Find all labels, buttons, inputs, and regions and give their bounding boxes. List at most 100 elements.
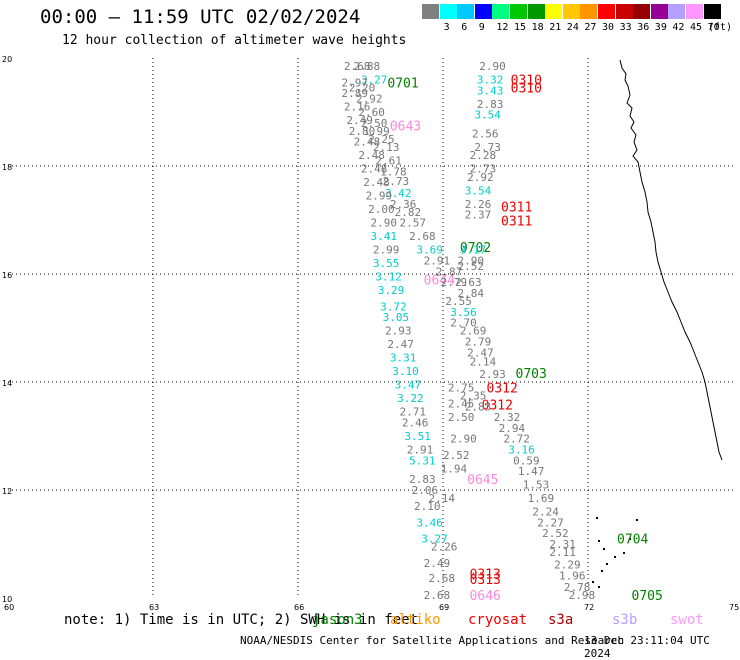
wave-height-reading: 2.14 [429,492,456,505]
scale-label: 18 [531,22,544,33]
credit-line: NOAA/NESDIS Center for Satellite Applica… [240,634,625,647]
wave-height-reading: 3.27 [421,533,448,546]
track-id-label: 0644 [424,273,455,288]
wave-height-reading: 2.89 [342,87,369,100]
wave-height-reading: 3.10 [392,365,419,378]
wave-height-reading: 3.51 [404,430,431,443]
track-id-label: 0313 [470,568,501,583]
wave-height-reading: 2.97 [342,76,369,89]
wave-height-reading: 2.28 [470,149,497,162]
scale-swatch [668,4,686,19]
lon-tick-label: 69 [439,603,449,612]
scale-swatch [439,4,457,19]
wave-height-reading: 3.69 [416,244,443,257]
wave-height-reading: 3.54 [474,109,501,122]
wave-height-reading: 2.10 [414,500,441,513]
wave-height-reading: 2.70 [450,317,477,330]
wave-height-reading: 5.31 [409,454,436,467]
wave-height-reading: 2.26 [431,541,458,554]
wave-height-reading: 3.55 [373,257,400,270]
wave-height-reading: 2.56 [472,128,499,141]
wave-height-reading: 1.47 [518,465,545,478]
coastline [619,59,723,461]
wave-height-reading: 0.59 [513,454,540,467]
wave-height-reading: 3.43 [477,84,504,97]
scale-label: 36 [637,22,650,33]
scale-label: 27 [584,22,597,33]
wave-height-reading: 3.31 [390,352,417,365]
wave-height-reading: 2.47 [467,346,494,359]
wave-height-reading: 3.47 [395,379,422,392]
wave-height-reading: 2.79 [465,336,492,349]
wave-height-reading: 2.14 [470,355,497,368]
wave-height-reading: 2.45 [448,398,475,411]
scale-swatch [580,4,598,19]
wave-height-reading: 2.68 [344,60,371,73]
scale-swatch [457,4,475,19]
track-id-label: 0311 [501,201,532,216]
scale-swatch [422,4,439,19]
lat-tick-label: 12 [2,487,12,496]
wave-height-reading: 2.99 [373,244,400,257]
map-subtitle: 12 hour collection of altimeter wave hei… [62,33,407,48]
wave-height-reading: 3.27 [361,74,388,87]
lon-tick-label: 63 [149,603,159,612]
wave-height-reading: 3.42 [385,187,412,200]
wave-height-reading: 2.83 [477,98,504,111]
wave-height-reading: 2.50 [361,117,388,130]
wave-height-reading: 2.99 [366,190,393,203]
wave-height-reading: 1.96 [559,569,586,582]
wave-height-reading: 3.32 [477,74,504,87]
wave-height-reading: 3.72 [380,300,407,313]
track-id-label: 0701 [387,76,418,91]
track-id-label: 0310 [511,74,542,89]
wave-height-reading: 3.16 [508,444,535,457]
wave-height-reading: 2.48 [361,163,388,176]
lat-tick-label: 10 [2,595,12,604]
wave-height-reading: 2.78 [564,581,591,594]
scale-swatch [492,4,510,19]
wave-height-reading: 2.50 [448,411,475,424]
wave-height-reading: 2.11 [549,546,576,559]
wave-height-reading: 2.83 [465,400,492,413]
scale-swatch [545,4,563,19]
scale-swatch [615,4,633,19]
lat-tick-label: 18 [2,163,12,172]
wave-height-reading: 2.68 [429,572,456,585]
scale-label: 30 [602,22,615,33]
wave-height-reading: 2.73 [474,141,501,154]
scale-label: 6 [461,22,468,33]
track-id-label: 0312 [487,381,518,396]
wave-height-reading: 3.29 [378,284,405,297]
wave-height-reading: 2.29 [554,559,581,572]
wave-height-reading: 2.35 [460,390,487,403]
track-id-label: 0311 [501,215,532,230]
lat-tick-label: 20 [2,55,12,64]
wave-height-reading: 2.73 [470,163,497,176]
scale-label: 45 [690,22,703,33]
wave-height-reading: 2.49 [424,557,451,570]
generated-timestamp: 13 Dec 23:11:04 UTC 2024 [584,634,710,660]
wave-height-reading: 2.84 [458,287,485,300]
scale-swatch [598,4,615,19]
island [636,519,638,521]
wave-height-reading: 3.41 [371,230,398,243]
wave-height-reading: 2.80 [349,125,376,138]
wave-height-reading: 2.87 [436,265,463,278]
wave-height-reading: 3.46 [416,516,443,529]
wave-height-reading: 2.48 [358,149,385,162]
scale-label: 12 [496,22,509,33]
lon-tick-label: 75 [729,603,739,612]
wave-height-reading: 2.52 [542,527,569,540]
track-id-label: 0702 [460,241,491,256]
island [606,563,608,565]
scale-swatch [527,4,545,19]
wave-height-reading: 2.13 [373,141,400,154]
wave-height-reading: 2.72 [503,433,529,446]
track-id-label: 0310 [511,82,542,97]
wave-height-reading: 2.82 [395,206,422,219]
track-id-label: 0645 [467,473,498,488]
satellite-legend-item: jason3 [312,612,363,628]
wave-height-reading: 2.88 [354,60,381,73]
satellite-legend-item: swot [670,612,704,628]
